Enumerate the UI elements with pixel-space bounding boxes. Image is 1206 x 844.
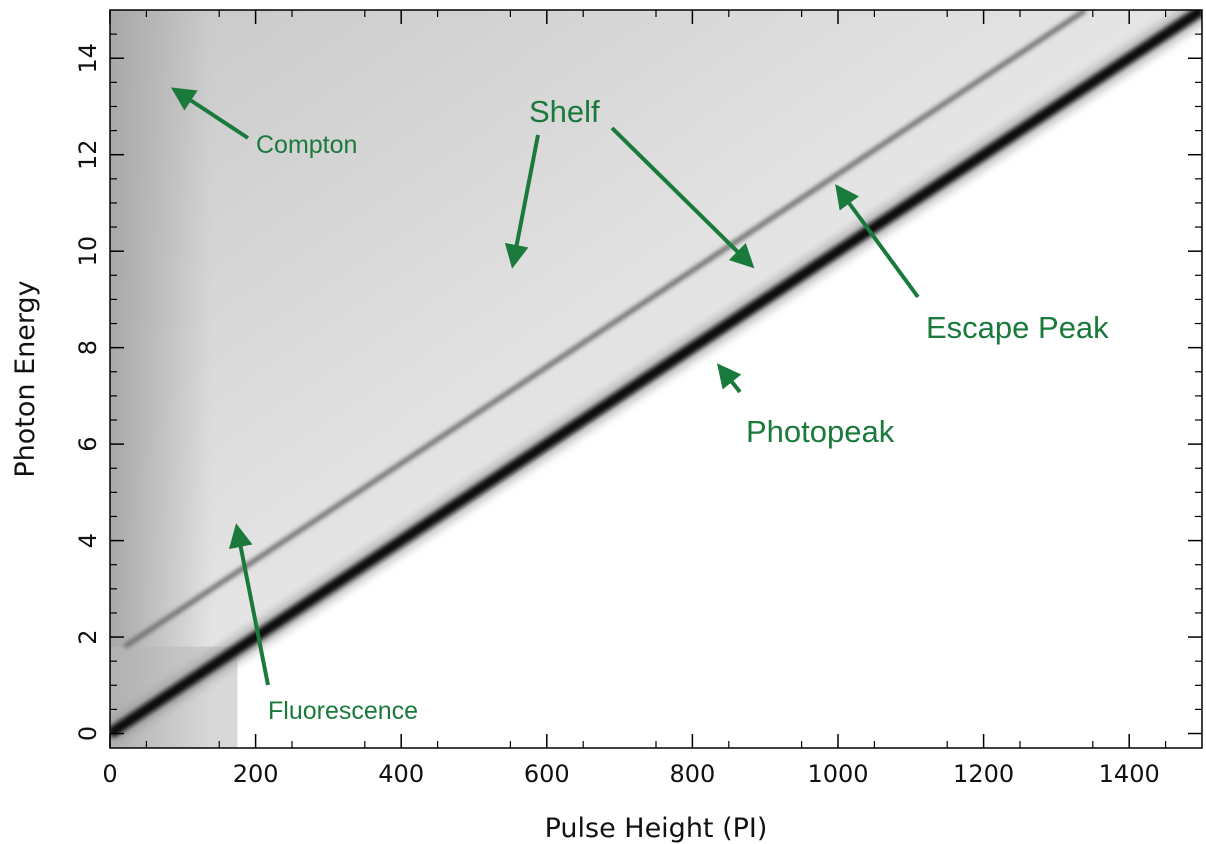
- x-tick-label: 1400: [1099, 760, 1160, 788]
- y-tick-label: 8: [74, 340, 102, 355]
- photopeak-label: Photopeak: [746, 414, 895, 449]
- escape-peak-line: [123, 10, 1087, 649]
- fluorescence-arrow: [228, 523, 270, 686]
- y-axis-title: Photon Energy: [10, 280, 41, 477]
- escape-peak-arrow: [835, 184, 920, 299]
- photopeak-line: [110, 10, 1202, 739]
- y-tick-label: 10: [74, 236, 102, 267]
- x-tick-label: 1000: [807, 760, 868, 788]
- x-tick-label: 400: [378, 760, 424, 788]
- annotations: Compton Shelf Escape Peak Photopeak Fluo…: [170, 87, 1109, 725]
- x-tick-label: 1200: [953, 760, 1014, 788]
- escape-peak-label: Escape Peak: [926, 310, 1109, 345]
- y-tick-label: 6: [74, 436, 102, 451]
- compton-arrow: [170, 87, 250, 140]
- fluorescence-label: Fluorescence: [268, 697, 418, 725]
- y-tick-label: 4: [74, 533, 102, 548]
- y-tick-label: 2: [74, 629, 102, 644]
- x-tick-label: 800: [669, 760, 715, 788]
- x-axis-title: Pulse Height (PI): [545, 813, 768, 844]
- y-tick-label: 12: [74, 139, 102, 170]
- shelf-arrow-right: [610, 126, 755, 269]
- x-tick-label: 200: [233, 760, 279, 788]
- y-axis-ticks: 0 2 4 6 8 10 12 14: [74, 33, 1202, 741]
- x-axis-ticks: 0 200 400 600 800 1000 1200 1400: [102, 10, 1167, 788]
- y-tick-label: 0: [74, 726, 102, 741]
- shelf-arrow-left: [504, 134, 540, 269]
- photopeak-arrow: [717, 363, 742, 394]
- y-tick-label: 14: [74, 43, 102, 74]
- compton-region: [110, 10, 212, 748]
- compton-label: Compton: [256, 131, 357, 159]
- shelf-label: Shelf: [529, 94, 600, 129]
- plot-area: [110, 10, 1202, 748]
- x-tick-label: 0: [102, 760, 117, 788]
- x-tick-label: 600: [524, 760, 570, 788]
